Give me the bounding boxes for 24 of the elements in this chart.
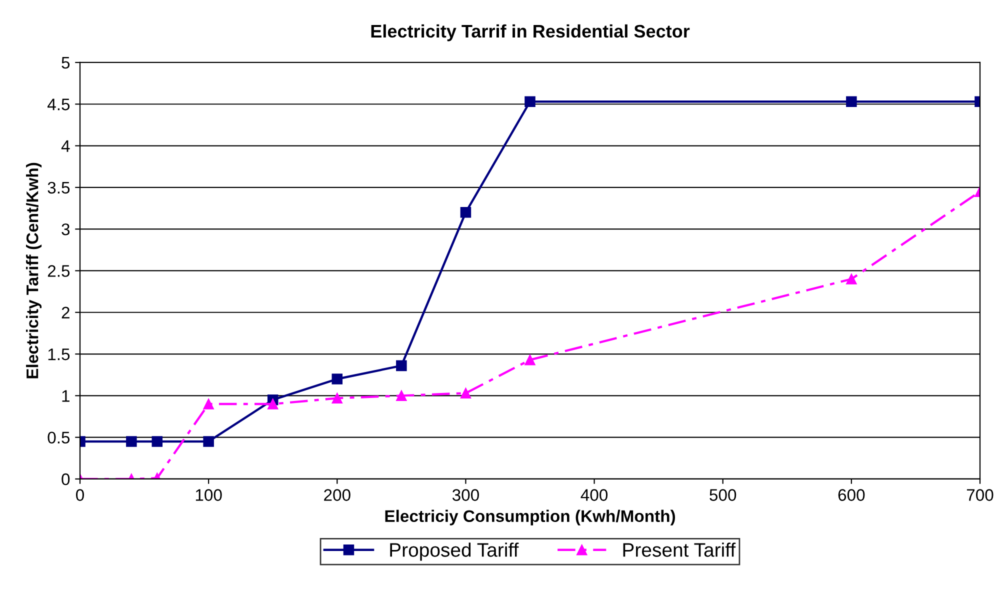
y-axis-title: Electricity Tariff (Cent/Kwh): [26, 162, 42, 378]
y-tick-label: 3.5: [48, 182, 70, 194]
legend-label: Present Tariff: [623, 542, 736, 557]
y-tick-label: 1.5: [48, 348, 70, 360]
x-tick-label: 0: [76, 489, 84, 501]
y-tick-label: 2: [62, 306, 70, 318]
y-tick-label: 0: [62, 473, 70, 486]
legend-label: Proposed Tariff: [390, 542, 519, 561]
x-tick-label: 200: [324, 489, 350, 501]
y-tick-label: 5: [62, 57, 70, 69]
y-tick-label: 4: [61, 140, 70, 152]
x-tick-label: 700: [966, 489, 994, 501]
y-tick-label: 1: [62, 390, 70, 402]
y-tick-label: 3: [62, 223, 70, 236]
x-tick-label: 600: [838, 489, 865, 501]
y-tick-label: 2.5: [48, 265, 70, 277]
x-tick-label: 300: [452, 489, 479, 501]
chart-title: Electricity Tarrif in Residential Sector: [371, 24, 690, 42]
y-tick-label: 4.5: [47, 98, 70, 110]
x-tick-label: 500: [710, 489, 736, 501]
x-tick-label: 400: [580, 489, 608, 501]
y-tick-label: 0.5: [48, 432, 70, 444]
x-axis-title: Electriciy Consumption (Kwh/Month): [385, 510, 676, 526]
x-tick-label: 100: [196, 489, 222, 501]
